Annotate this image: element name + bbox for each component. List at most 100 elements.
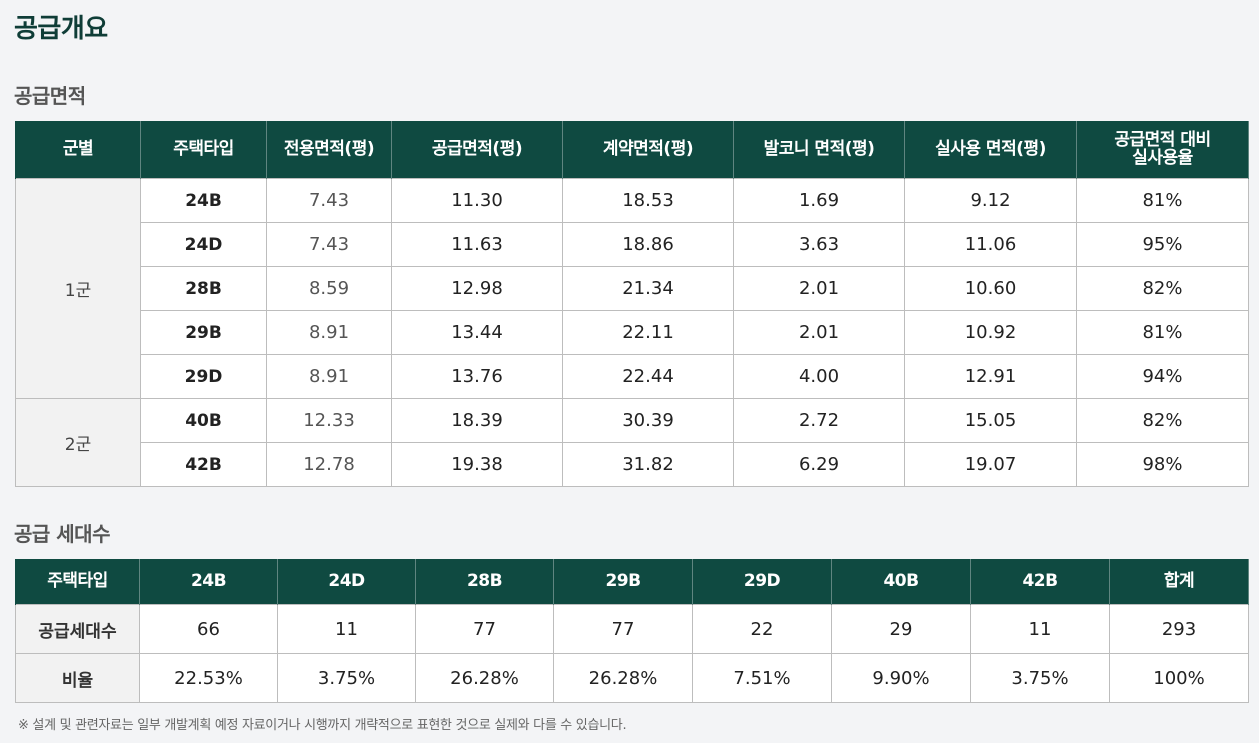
header-usage-ratio-line2: 실사용율 xyxy=(1132,147,1193,168)
table-row: 24D 7.43 11.63 18.86 3.63 11.06 95% xyxy=(16,222,1249,267)
contract-cell: 31.82 xyxy=(562,442,734,487)
actual-cell: 12.91 xyxy=(904,354,1077,399)
ratio-cell: 81% xyxy=(1076,310,1249,355)
type-cell: 42B xyxy=(140,442,267,487)
ratio-cell: 100% xyxy=(1109,653,1249,703)
unit-count-cell: 11 xyxy=(970,604,1110,654)
unit-count-table: 주택타입 24B 24D 28B 29B 29D 40B 42B 합계 공급세대… xyxy=(15,559,1249,703)
actual-cell: 11.06 xyxy=(904,222,1077,267)
supply-cell: 11.30 xyxy=(391,178,563,223)
header-group: 군별 xyxy=(15,121,141,179)
table-row: 공급세대수 66 11 77 77 22 29 11 293 xyxy=(15,604,1249,654)
row-label: 공급세대수 xyxy=(15,604,140,654)
ratio-cell: 94% xyxy=(1076,354,1249,399)
actual-cell: 9.12 xyxy=(904,178,1077,223)
table-row: 비율 22.53% 3.75% 26.28% 26.28% 7.51% 9.90… xyxy=(15,653,1249,703)
header-29b: 29B xyxy=(553,559,693,605)
ratio-cell: 7.51% xyxy=(692,653,832,703)
header-40b: 40B xyxy=(831,559,971,605)
ratio-cell: 9.90% xyxy=(831,653,971,703)
header-contract-area: 계약면적(평) xyxy=(562,121,734,179)
header-usage-ratio-line1: 공급면적 대비 xyxy=(1114,129,1211,150)
contract-cell: 18.86 xyxy=(562,222,734,267)
table-row: 29B 8.91 13.44 22.11 2.01 10.92 81% xyxy=(16,310,1249,355)
unit-count-cell: 77 xyxy=(553,604,693,654)
supply-area-table: 군별 주택타입 전용면적(평) 공급면적(평) 계약면적(평) 발코니 면적(평… xyxy=(15,121,1249,487)
header-24b: 24B xyxy=(139,559,278,605)
contract-cell: 21.34 xyxy=(562,266,734,311)
ratio-cell: 26.28% xyxy=(415,653,554,703)
supply-cell: 19.38 xyxy=(391,442,563,487)
unit-count-cell: 22 xyxy=(692,604,832,654)
type-cell: 29B xyxy=(140,310,267,355)
unit-count-cell: 29 xyxy=(831,604,971,654)
table-row: 2군 40B 12.33 18.39 30.39 2.72 15.05 82% xyxy=(15,398,1249,487)
exclusive-cell: 12.33 xyxy=(266,398,392,443)
disclaimer-footnote: ※ 설계 및 관련자료는 일부 개발계획 예정 자료이거나 시행까지 개략적으로… xyxy=(18,718,627,733)
unit-count-cell: 77 xyxy=(415,604,554,654)
exclusive-cell: 8.91 xyxy=(266,310,392,355)
table-row: 28B 8.59 12.98 21.34 2.01 10.60 82% xyxy=(16,266,1249,311)
actual-cell: 15.05 xyxy=(904,398,1077,443)
page-title: 공급개요 xyxy=(14,14,108,44)
actual-cell: 10.60 xyxy=(904,266,1077,311)
contract-cell: 22.44 xyxy=(562,354,734,399)
table-row: 1군 24B 7.43 11.30 18.53 1.69 9.12 81% xyxy=(15,178,1249,399)
ratio-cell: 95% xyxy=(1076,222,1249,267)
header-29d: 29D xyxy=(692,559,832,605)
table-header-row: 군별 주택타입 전용면적(평) 공급면적(평) 계약면적(평) 발코니 면적(평… xyxy=(15,121,1249,179)
unit-count-section-title: 공급 세대수 xyxy=(14,522,110,546)
contract-cell: 30.39 xyxy=(562,398,734,443)
ratio-cell: 81% xyxy=(1076,178,1249,223)
exclusive-cell: 7.43 xyxy=(266,178,392,223)
supply-cell: 11.63 xyxy=(391,222,563,267)
balcony-cell: 2.01 xyxy=(733,266,905,311)
table-header-row: 주택타입 24B 24D 28B 29B 29D 40B 42B 합계 xyxy=(15,559,1249,605)
type-cell: 28B xyxy=(140,266,267,311)
header-actual-area: 실사용 면적(평) xyxy=(904,121,1077,179)
balcony-cell: 3.63 xyxy=(733,222,905,267)
header-total: 합계 xyxy=(1109,559,1249,605)
ratio-cell: 82% xyxy=(1076,266,1249,311)
contract-cell: 18.53 xyxy=(562,178,734,223)
ratio-cell: 82% xyxy=(1076,398,1249,443)
header-usage-ratio: 공급면적 대비 실사용율 xyxy=(1076,121,1249,179)
group-cell: 1군 xyxy=(15,178,141,399)
row-label: 비율 xyxy=(15,653,140,703)
actual-cell: 10.92 xyxy=(904,310,1077,355)
supply-cell: 18.39 xyxy=(391,398,563,443)
exclusive-cell: 12.78 xyxy=(266,442,392,487)
unit-count-cell: 293 xyxy=(1109,604,1249,654)
supply-cell: 13.76 xyxy=(391,354,563,399)
type-cell: 24D xyxy=(140,222,267,267)
header-42b: 42B xyxy=(970,559,1110,605)
type-cell: 29D xyxy=(140,354,267,399)
ratio-cell: 3.75% xyxy=(970,653,1110,703)
supply-area-section-title: 공급면적 xyxy=(14,84,86,108)
balcony-cell: 2.72 xyxy=(733,398,905,443)
ratio-cell: 3.75% xyxy=(277,653,416,703)
header-balcony-area: 발코니 면적(평) xyxy=(733,121,905,179)
balcony-cell: 6.29 xyxy=(733,442,905,487)
ratio-cell: 98% xyxy=(1076,442,1249,487)
exclusive-cell: 8.59 xyxy=(266,266,392,311)
unit-count-cell: 11 xyxy=(277,604,416,654)
exclusive-cell: 7.43 xyxy=(266,222,392,267)
exclusive-cell: 8.91 xyxy=(266,354,392,399)
actual-cell: 19.07 xyxy=(904,442,1077,487)
group-cell: 2군 xyxy=(15,398,141,487)
ratio-cell: 26.28% xyxy=(553,653,693,703)
supply-cell: 12.98 xyxy=(391,266,563,311)
header-24d: 24D xyxy=(277,559,416,605)
header-type: 주택타입 xyxy=(140,121,267,179)
balcony-cell: 4.00 xyxy=(733,354,905,399)
type-cell: 24B xyxy=(140,178,267,223)
balcony-cell: 1.69 xyxy=(733,178,905,223)
header-28b: 28B xyxy=(415,559,554,605)
contract-cell: 22.11 xyxy=(562,310,734,355)
table-row: 29D 8.91 13.76 22.44 4.00 12.91 94% xyxy=(16,354,1249,399)
header-supply-area: 공급면적(평) xyxy=(391,121,563,179)
header-type: 주택타입 xyxy=(15,559,140,605)
balcony-cell: 2.01 xyxy=(733,310,905,355)
unit-count-cell: 66 xyxy=(139,604,278,654)
